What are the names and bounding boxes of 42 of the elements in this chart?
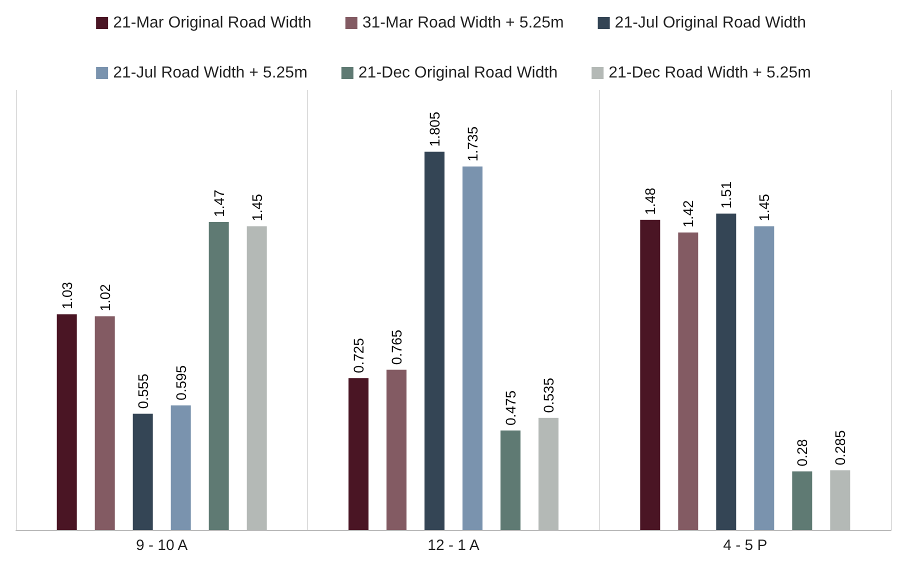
legend-label: 21-Mar Original Road Width <box>113 14 312 32</box>
bar <box>640 220 660 530</box>
legend-label: 31-Mar Road Width + 5.25m <box>362 14 564 32</box>
data-label: 0.475 <box>502 390 518 426</box>
data-label: 1.48 <box>642 187 658 215</box>
bar <box>386 370 406 530</box>
data-label: 0.725 <box>350 338 366 374</box>
bar <box>94 316 115 530</box>
bar <box>754 226 774 530</box>
x-tick-label: 12 - 1 A <box>428 537 480 554</box>
bar <box>132 414 153 530</box>
data-label: 1.45 <box>248 194 265 222</box>
bar <box>56 314 77 530</box>
data-label: 0.765 <box>388 329 404 365</box>
bar <box>462 166 482 530</box>
data-label: 1.51 <box>718 181 734 209</box>
legend-label: 21-Jul Road Width + 5.25m <box>113 64 308 82</box>
bar <box>424 152 444 530</box>
bar <box>716 214 736 530</box>
bar <box>792 471 812 530</box>
data-label: 1.805 <box>426 112 442 147</box>
bar <box>500 430 520 530</box>
data-label: 0.28 <box>794 438 810 466</box>
data-label: 1.735 <box>464 126 480 162</box>
bar <box>208 222 229 530</box>
x-tick-label: 4 - 5 P <box>723 537 768 554</box>
x-tick-label: 9 - 10 A <box>136 537 188 554</box>
data-label: 0.555 <box>134 373 151 409</box>
bar <box>170 405 191 530</box>
data-label: 1.47 <box>210 190 227 217</box>
data-label: 0.535 <box>540 378 556 413</box>
legend-label: 21-Dec Road Width + 5.25m <box>608 64 811 82</box>
data-label: 1.45 <box>756 194 772 222</box>
data-label: 0.595 <box>172 365 189 400</box>
legend-label: 21-Jul Original Road Width <box>614 14 806 32</box>
data-label: 1.42 <box>680 200 696 228</box>
data-label: 0.285 <box>832 430 848 466</box>
data-label: 1.03 <box>58 282 75 310</box>
legend-label: 21-Dec Original Road Width <box>358 64 558 82</box>
bar <box>678 232 698 530</box>
bar <box>348 378 368 530</box>
data-label: 1.02 <box>96 284 113 312</box>
